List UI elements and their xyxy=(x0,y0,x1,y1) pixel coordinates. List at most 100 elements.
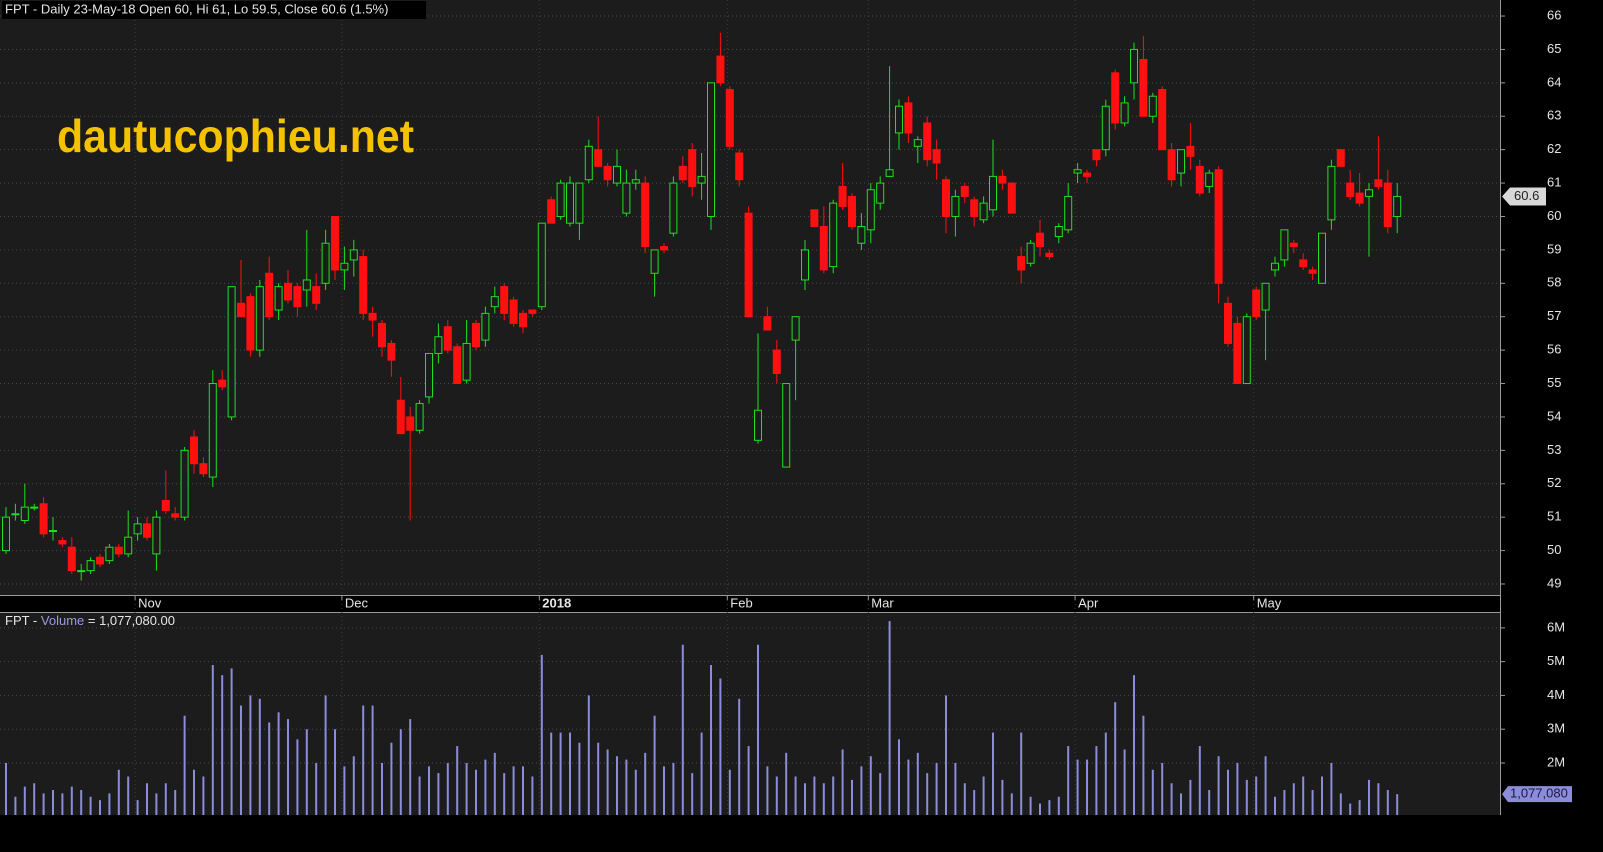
candle-body xyxy=(161,499,170,511)
candle-body xyxy=(349,249,358,261)
volume-bar xyxy=(484,759,487,815)
candle-body xyxy=(11,513,20,516)
volume-bar xyxy=(381,762,383,815)
candle-body xyxy=(1242,316,1251,385)
x-tick-label: Dec xyxy=(345,595,369,610)
candle-body xyxy=(96,556,104,565)
volume-bar xyxy=(1067,746,1070,815)
candle-body xyxy=(462,342,471,381)
candle-body xyxy=(678,165,687,181)
candle-body xyxy=(218,379,227,388)
candle-body xyxy=(669,182,678,234)
candle-body xyxy=(960,185,969,197)
last-price-label: 60.6 xyxy=(1514,188,1539,203)
y-tick-label: 51 xyxy=(1547,509,1561,524)
volume-bar xyxy=(916,752,919,815)
volume-bar xyxy=(1283,790,1286,815)
candle-body xyxy=(951,195,960,217)
volume-bar xyxy=(578,742,581,815)
volume-bar xyxy=(1001,779,1004,815)
volume-bar xyxy=(1029,796,1032,815)
volume-bar xyxy=(334,729,336,815)
y-tick-label: 56 xyxy=(1547,342,1561,357)
volume-bar xyxy=(52,790,54,815)
volume-bar xyxy=(832,776,835,815)
volume-bar xyxy=(540,654,543,815)
candle-body xyxy=(1111,72,1120,124)
volume-bar xyxy=(1076,759,1079,815)
candle-body xyxy=(1045,252,1054,258)
volume-bar xyxy=(1123,749,1126,815)
volume-bar xyxy=(1339,793,1342,815)
candle-body xyxy=(143,523,151,538)
candle-body xyxy=(1167,149,1176,181)
candle-body xyxy=(30,506,39,509)
candle-body xyxy=(660,246,668,251)
volume-bar xyxy=(982,776,985,815)
volume-bar xyxy=(1368,779,1370,815)
volume-bar xyxy=(606,749,609,815)
volume-bar xyxy=(343,766,346,815)
volume-bar xyxy=(879,773,882,815)
title-bg xyxy=(2,1,426,19)
volume-bar xyxy=(211,665,214,815)
volume-bar xyxy=(296,739,299,815)
volume-bar xyxy=(315,762,318,815)
volume-bar xyxy=(437,773,440,815)
volume-bar xyxy=(719,678,722,815)
volume-bar xyxy=(1114,702,1117,815)
candle-body xyxy=(1224,302,1232,344)
candle-body xyxy=(199,463,208,475)
candle-body xyxy=(58,540,67,545)
candle-body xyxy=(641,182,650,248)
candle-body xyxy=(171,513,180,518)
candle-body xyxy=(293,286,302,308)
candle-body xyxy=(1280,229,1289,261)
volume-bar xyxy=(757,644,759,815)
volume-bar xyxy=(691,773,694,815)
volume-bar xyxy=(240,705,242,815)
candle-body xyxy=(829,202,838,268)
volume-bar xyxy=(99,800,101,815)
volume-bar xyxy=(202,776,205,815)
volume-bar xyxy=(503,773,506,815)
candle-body xyxy=(782,383,791,468)
candle-body xyxy=(998,175,1007,184)
y-tick-label: 58 xyxy=(1547,275,1561,290)
volume-bar xyxy=(446,762,449,815)
volume-bar xyxy=(352,756,355,815)
candle-body xyxy=(791,316,800,341)
volume-bar xyxy=(785,752,788,815)
volume-bar xyxy=(963,783,966,815)
volume-bar xyxy=(146,783,148,815)
candle-body xyxy=(453,346,462,385)
volume-bar xyxy=(230,668,233,815)
volume-bar xyxy=(14,796,17,815)
y-tick-label: 52 xyxy=(1547,475,1561,490)
volume-bar xyxy=(616,756,618,815)
candle-body xyxy=(1054,226,1063,238)
volume-bar xyxy=(869,756,872,815)
candle-body xyxy=(1139,58,1148,117)
candle-body xyxy=(312,286,321,304)
volume-bar xyxy=(1048,800,1051,815)
y-tick-label: 49 xyxy=(1547,575,1561,590)
chart-title: FPT - Daily 23-May-18 Open 60, Hi 61, Lo… xyxy=(5,1,388,16)
volume-symbol: FPT - xyxy=(5,613,37,628)
volume-bar xyxy=(587,695,590,815)
volume-bar xyxy=(625,759,628,815)
candle-body xyxy=(20,506,29,521)
volume-bar xyxy=(362,705,365,815)
volume-bar xyxy=(324,695,327,815)
volume-value: = 1,077,080.00 xyxy=(88,613,175,628)
candle-body xyxy=(1299,259,1308,268)
volume-title: FPT - Volume = 1,077,080.00 xyxy=(5,613,175,628)
y-tick-label: 65 xyxy=(1547,41,1561,56)
candle-body xyxy=(1308,269,1317,274)
candle-body xyxy=(1130,48,1138,84)
y-tick-label: 5M xyxy=(1547,653,1565,668)
candle-body xyxy=(1148,95,1157,117)
volume-bar xyxy=(61,793,64,815)
